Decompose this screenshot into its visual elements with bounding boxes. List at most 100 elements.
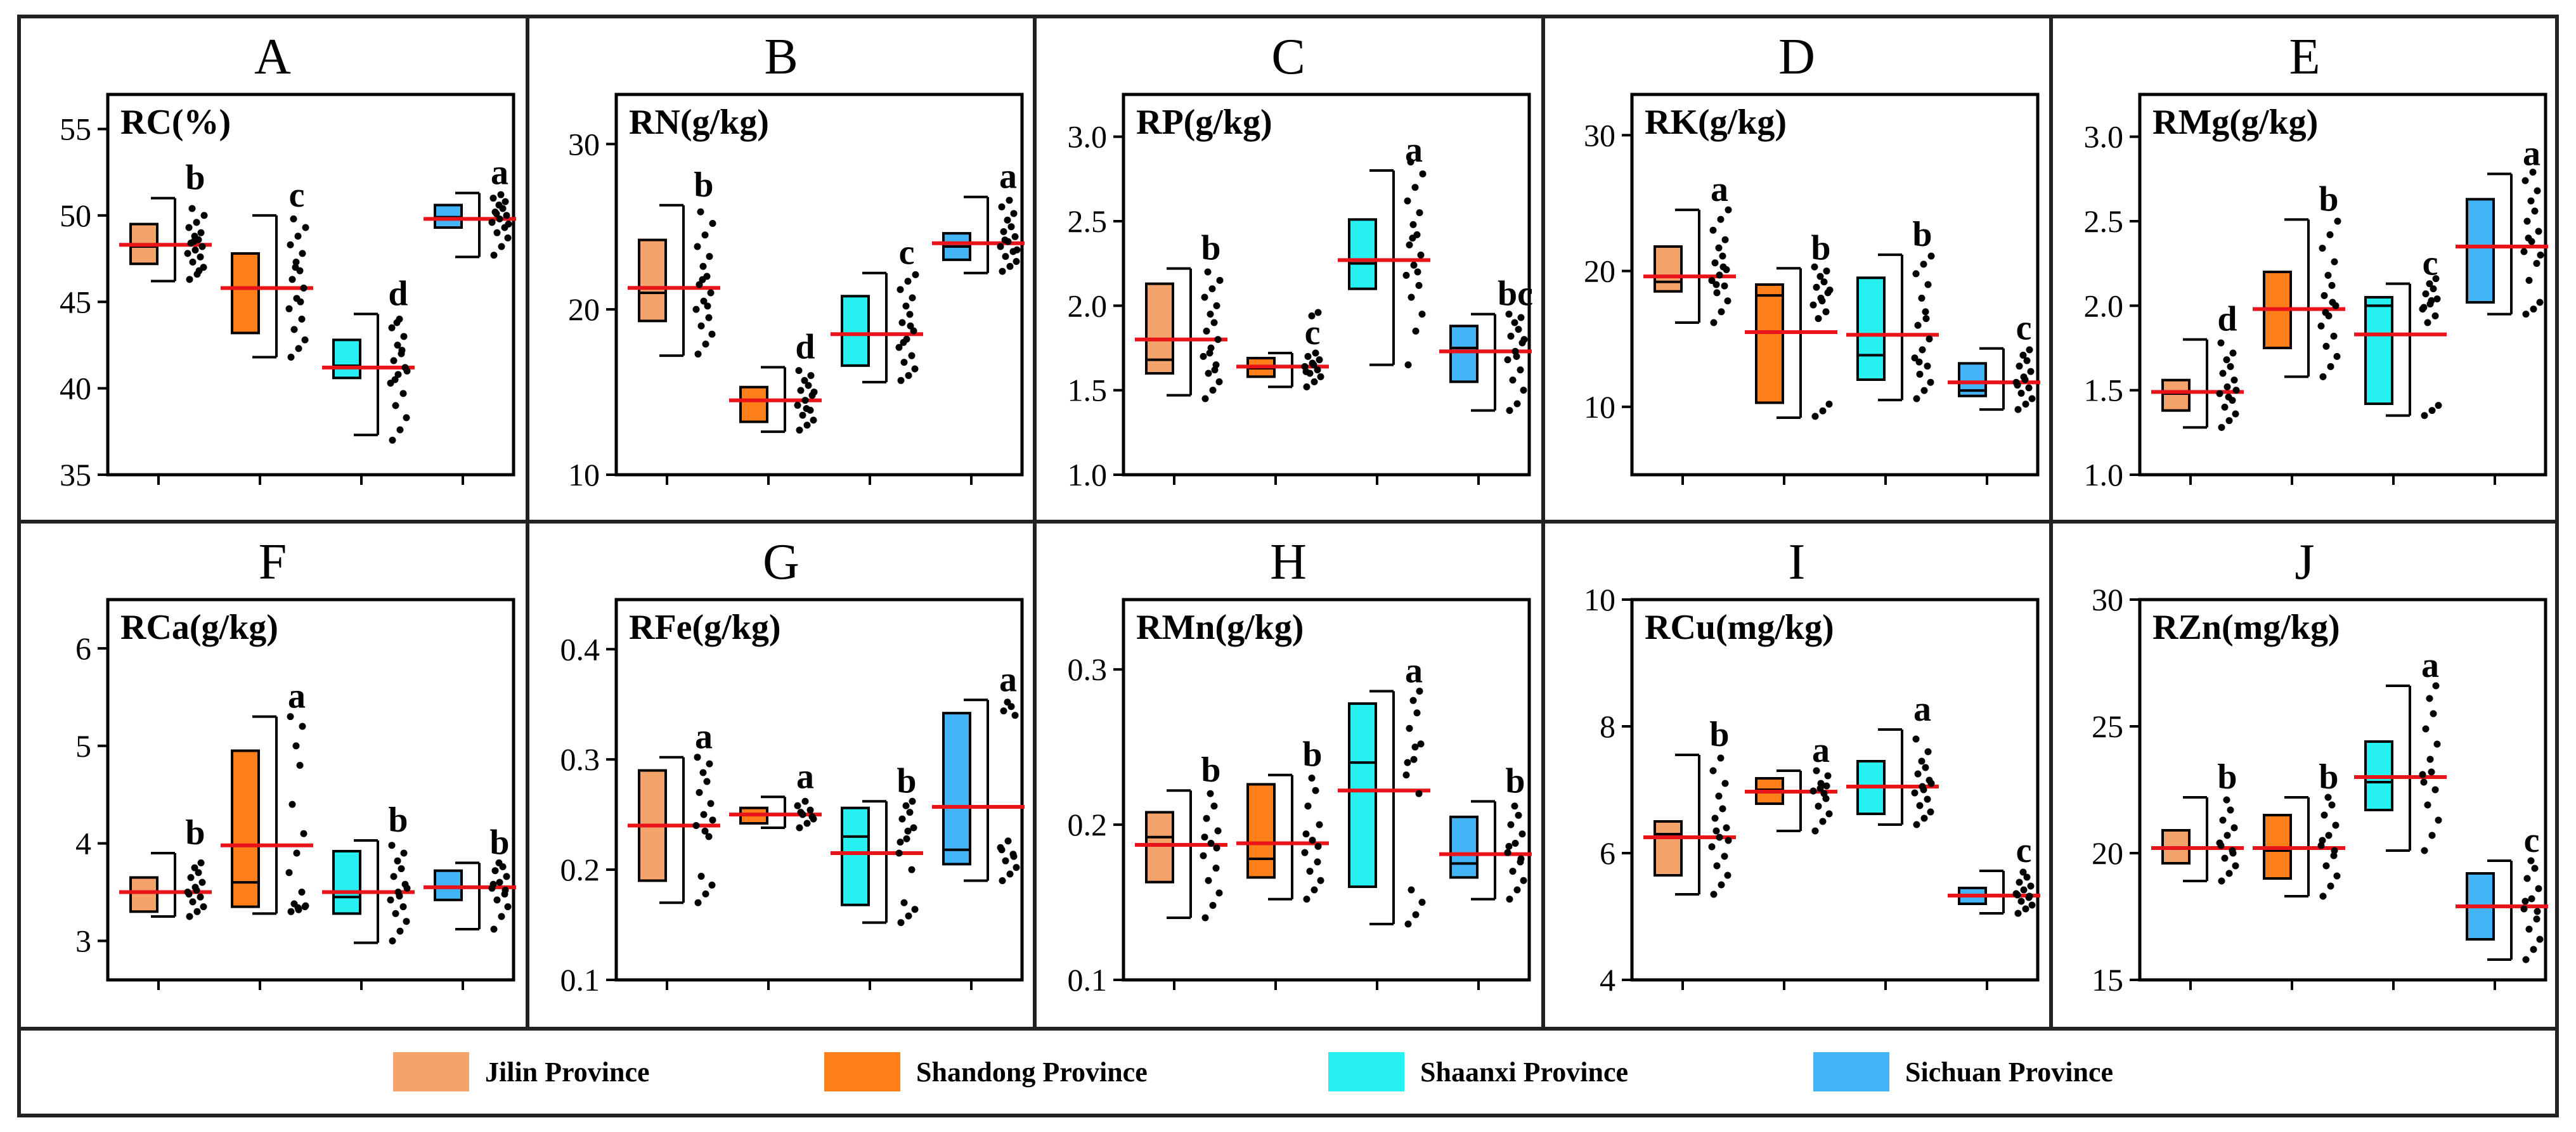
data-point [1509,376,1517,384]
data-point [297,298,304,306]
data-point [692,306,700,313]
data-point [389,436,396,444]
variable-label: RFe(g/kg) [629,608,781,647]
data-point [195,267,203,274]
box-shaanxi-province: d [322,274,415,444]
legend-swatch [824,1052,900,1091]
data-point [1819,407,1827,415]
data-point [1919,346,1926,354]
plot-frame [106,93,515,477]
data-point [1201,293,1208,301]
data-point [2435,402,2442,409]
data-point [1927,252,1935,260]
data-point [186,276,193,283]
data-point [2319,837,2326,844]
significance-letter: b [388,801,408,840]
significance-letter: a [1405,131,1423,170]
data-point [2421,412,2428,420]
y-tick-label: 25 [2092,709,2123,744]
data-point [191,246,199,254]
significance-letter: a [2421,646,2439,685]
data-point [505,221,512,228]
data-point [287,908,295,915]
data-point [2225,393,2232,401]
panel-letter: A [254,29,291,85]
data-point [489,195,497,202]
data-point [709,816,716,824]
data-point [1922,315,1930,323]
data-point [1002,253,1009,260]
data-point [1824,772,1832,780]
data-point [2223,383,2231,390]
data-point [1718,881,1725,889]
data-point [2530,306,2537,313]
data-point [801,376,808,384]
data-point [1721,282,1728,290]
data-point [1209,387,1217,394]
data-point [2433,295,2441,303]
box-shandong-province: c [221,176,313,361]
data-point [388,324,396,331]
data-point [2027,882,2035,890]
data-point [2424,801,2431,809]
variable-label: RN(g/kg) [629,103,769,142]
data-point [2431,312,2439,319]
data-point [2023,357,2031,364]
data-point [2223,832,2231,839]
data-point [1918,757,1926,765]
data-point [403,414,410,421]
legend-item-1: Shandong Province [824,1052,1148,1091]
data-point [1413,709,1421,717]
panel-letter: E [2289,29,2320,85]
data-point [2016,363,2023,370]
panel-i: I RCu(mg/kg) 4 6 8 10 b a a c [1584,534,2040,998]
data-point [1509,868,1517,875]
significance-letter: b [896,761,916,801]
y-tick-label: 20 [2092,835,2123,871]
data-point [1205,370,1212,377]
panel-h: H RMn(g/kg) 0.1 0.2 0.3 b b a b [1068,534,1532,998]
data-point [1912,270,1920,278]
data-point [706,760,713,768]
panel-letter: G [763,534,799,590]
plot-frame [614,93,1024,477]
data-point [902,302,910,310]
significance-letter: a [1913,690,1931,729]
box-sichuan-province: a [932,157,1025,275]
data-point [184,250,191,257]
data-point [2522,956,2530,963]
data-point [908,866,916,873]
data-point [185,224,193,231]
data-point [1304,802,1312,810]
data-point [2523,875,2531,882]
data-point [998,846,1006,854]
data-point [390,873,398,880]
data-point [2521,177,2529,184]
data-point [191,864,198,872]
data-point [1506,407,1513,415]
data-point [900,899,908,906]
data-point [707,289,715,297]
data-point [1511,802,1518,810]
data-point [895,344,903,351]
data-point [2021,376,2029,383]
data-point [197,253,204,260]
data-point [799,411,806,419]
data-point [1006,196,1013,204]
data-point [195,869,202,877]
data-point [400,333,408,340]
data-point [294,904,302,911]
data-point [1404,197,1411,205]
data-point [898,815,906,823]
box-shaanxi-province: c [2354,244,2447,420]
data-point [1825,401,1833,408]
data-point [287,354,295,361]
box-body [129,876,159,913]
data-point [2324,794,2332,801]
data-point [493,896,501,904]
data-point [2028,395,2036,402]
data-point [1912,735,1920,743]
data-point [708,881,716,889]
significance-letter: a [999,660,1017,699]
